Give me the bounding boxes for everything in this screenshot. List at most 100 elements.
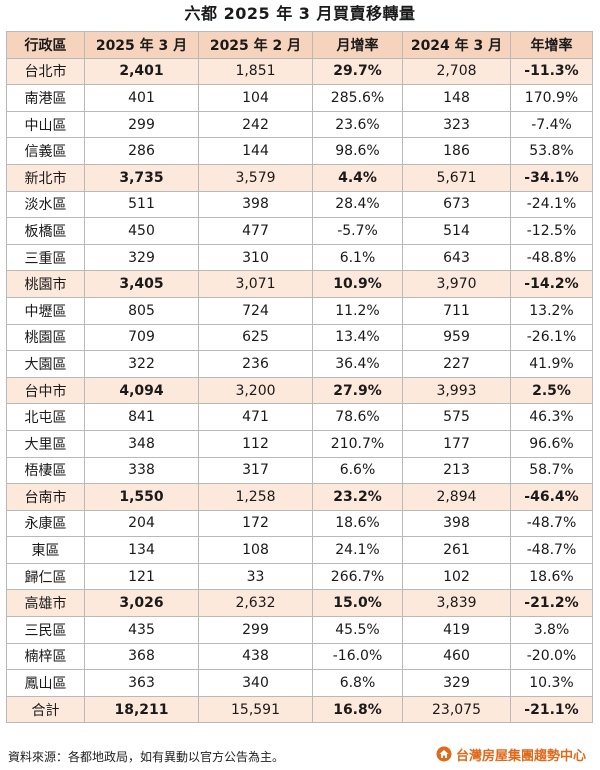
cell-yoy-rate: -26.1% xyxy=(510,323,593,352)
cell-yoy-rate: 41.9% xyxy=(510,350,593,378)
cell-feb-2025: 625 xyxy=(198,323,313,352)
cell-feb-2025: 112 xyxy=(198,429,313,458)
city-row: 桃園市 3,405 3,071 10.9% 3,970 -14.2% xyxy=(6,270,593,298)
cell-feb-2025: 33 xyxy=(198,562,313,591)
cell-mar-2024: 3,970 xyxy=(402,270,511,298)
cell-district: 三民區 xyxy=(6,616,85,644)
city-row: 高雄市 3,026 2,632 15.0% 3,839 -21.2% xyxy=(6,589,593,618)
cell-mar-2025: 322 xyxy=(84,350,199,378)
cell-mom-rate: 45.5% xyxy=(312,616,403,644)
cell-mar-2024: 460 xyxy=(402,642,511,671)
cell-mar-2025: 511 xyxy=(84,190,199,219)
cell-mom-rate: 210.7% xyxy=(312,429,403,458)
cell-mar-2025: 299 xyxy=(84,110,199,139)
cell-mar-2024: 643 xyxy=(402,243,511,272)
cell-mar-2024: 575 xyxy=(402,403,511,431)
cell-mar-2025: 329 xyxy=(84,243,199,272)
table-row: 三重區 329 310 6.1% 643 -48.8% xyxy=(6,243,593,272)
table-row: 歸仁區 121 33 266.7% 102 18.6% xyxy=(6,562,593,591)
cell-mom-rate: 98.6% xyxy=(312,137,403,165)
header-2024-mar: 2024 年 3 月 xyxy=(402,31,511,59)
cell-district: 東區 xyxy=(6,536,85,564)
cell-district: 中壢區 xyxy=(6,296,85,325)
cell-district: 桃園市 xyxy=(6,270,85,298)
page-title: 六都 2025 年 3 月買賣移轉量 xyxy=(184,4,416,23)
cell-mar-2025: 338 xyxy=(84,456,199,485)
cell-district: 台南市 xyxy=(6,483,85,511)
cell-mar-2024: 5,671 xyxy=(402,163,511,192)
cell-district: 新北市 xyxy=(6,163,85,192)
cell-mar-2025: 2,401 xyxy=(84,57,199,86)
cell-district: 信義區 xyxy=(6,137,85,165)
cell-mom-rate: 28.4% xyxy=(312,190,403,219)
cell-yoy-rate: -24.1% xyxy=(510,190,593,219)
cell-feb-2025: 242 xyxy=(198,110,313,139)
cell-mar-2025: 121 xyxy=(84,562,199,591)
table-row: 中山區 299 242 23.6% 323 -7.4% xyxy=(6,110,593,139)
cell-feb-2025: 340 xyxy=(198,669,313,697)
total-row: 合計 18,211 15,591 16.8% 23,075 -21.1% xyxy=(6,695,593,724)
cell-yoy-rate: -21.1% xyxy=(510,695,593,724)
transfer-volume-table: 行政區 2025 年 3 月 2025 年 2 月 月增率 2024 年 3 月… xyxy=(6,31,593,724)
cell-district: 中山區 xyxy=(6,110,85,139)
table-row: 淡水區 511 398 28.4% 673 -24.1% xyxy=(6,190,593,219)
house-logo-icon xyxy=(436,746,452,762)
table-row: 信義區 286 144 98.6% 186 53.8% xyxy=(6,137,593,165)
cell-district: 淡水區 xyxy=(6,190,85,219)
city-row: 台南市 1,550 1,258 23.2% 2,894 -46.4% xyxy=(6,483,593,511)
cell-mar-2025: 286 xyxy=(84,137,199,165)
cell-feb-2025: 1,851 xyxy=(198,57,313,86)
table-row: 北屯區 841 471 78.6% 575 46.3% xyxy=(6,403,593,431)
cell-feb-2025: 438 xyxy=(198,642,313,671)
city-row: 台中市 4,094 3,200 27.9% 3,993 2.5% xyxy=(6,376,593,405)
table-row: 梧棲區 338 317 6.6% 213 58.7% xyxy=(6,456,593,485)
cell-mom-rate: -16.0% xyxy=(312,642,403,671)
cell-mom-rate: 13.4% xyxy=(312,323,403,352)
cell-mar-2025: 3,405 xyxy=(84,270,199,298)
cell-mar-2024: 213 xyxy=(402,456,511,485)
cell-yoy-rate: -14.2% xyxy=(510,270,593,298)
cell-mar-2024: 323 xyxy=(402,110,511,139)
cell-feb-2025: 236 xyxy=(198,350,313,378)
cell-mar-2024: 148 xyxy=(402,84,511,112)
cell-mom-rate: 6.6% xyxy=(312,456,403,485)
table-header-row: 行政區 2025 年 3 月 2025 年 2 月 月增率 2024 年 3 月… xyxy=(6,31,593,59)
cell-mom-rate: 18.6% xyxy=(312,509,403,538)
cell-mar-2025: 435 xyxy=(84,616,199,644)
cell-mar-2024: 419 xyxy=(402,616,511,644)
cell-mom-rate: 6.1% xyxy=(312,243,403,272)
cell-mom-rate: 29.7% xyxy=(312,57,403,86)
cell-mar-2025: 1,550 xyxy=(84,483,199,511)
cell-mar-2025: 18,211 xyxy=(84,695,199,724)
cell-mom-rate: 23.6% xyxy=(312,110,403,139)
table-body: 台北市 2,401 1,851 29.7% 2,708 -11.3% 南港區 401 104 28… xyxy=(6,57,593,724)
cell-feb-2025: 172 xyxy=(198,509,313,538)
cell-feb-2025: 299 xyxy=(198,616,313,644)
cell-yoy-rate: -11.3% xyxy=(510,57,593,86)
cell-mom-rate: 36.4% xyxy=(312,350,403,378)
cell-yoy-rate: -12.5% xyxy=(510,217,593,245)
cell-mar-2024: 3,993 xyxy=(402,376,511,405)
header-district: 行政區 xyxy=(6,31,85,59)
cell-mar-2024: 2,708 xyxy=(402,57,511,86)
header-2025-feb: 2025 年 2 月 xyxy=(198,31,313,59)
cell-yoy-rate: 96.6% xyxy=(510,429,593,458)
cell-feb-2025: 15,591 xyxy=(198,695,313,724)
cell-feb-2025: 471 xyxy=(198,403,313,431)
cell-district: 北屯區 xyxy=(6,403,85,431)
cell-district: 台北市 xyxy=(6,57,85,86)
table-row: 南港區 401 104 285.6% 148 170.9% xyxy=(6,84,593,112)
table-row: 板橋區 450 477 -5.7% 514 -12.5% xyxy=(6,217,593,245)
cell-district: 南港區 xyxy=(6,84,85,112)
cell-mom-rate: 78.6% xyxy=(312,403,403,431)
cell-mar-2024: 186 xyxy=(402,137,511,165)
cell-district: 大里區 xyxy=(6,429,85,458)
cell-mar-2025: 134 xyxy=(84,536,199,564)
cell-yoy-rate: -48.8% xyxy=(510,243,593,272)
cell-district: 台中市 xyxy=(6,376,85,405)
cell-feb-2025: 104 xyxy=(198,84,313,112)
cell-district: 大園區 xyxy=(6,350,85,378)
cell-mar-2024: 514 xyxy=(402,217,511,245)
cell-yoy-rate: -46.4% xyxy=(510,483,593,511)
cell-feb-2025: 3,579 xyxy=(198,163,313,192)
